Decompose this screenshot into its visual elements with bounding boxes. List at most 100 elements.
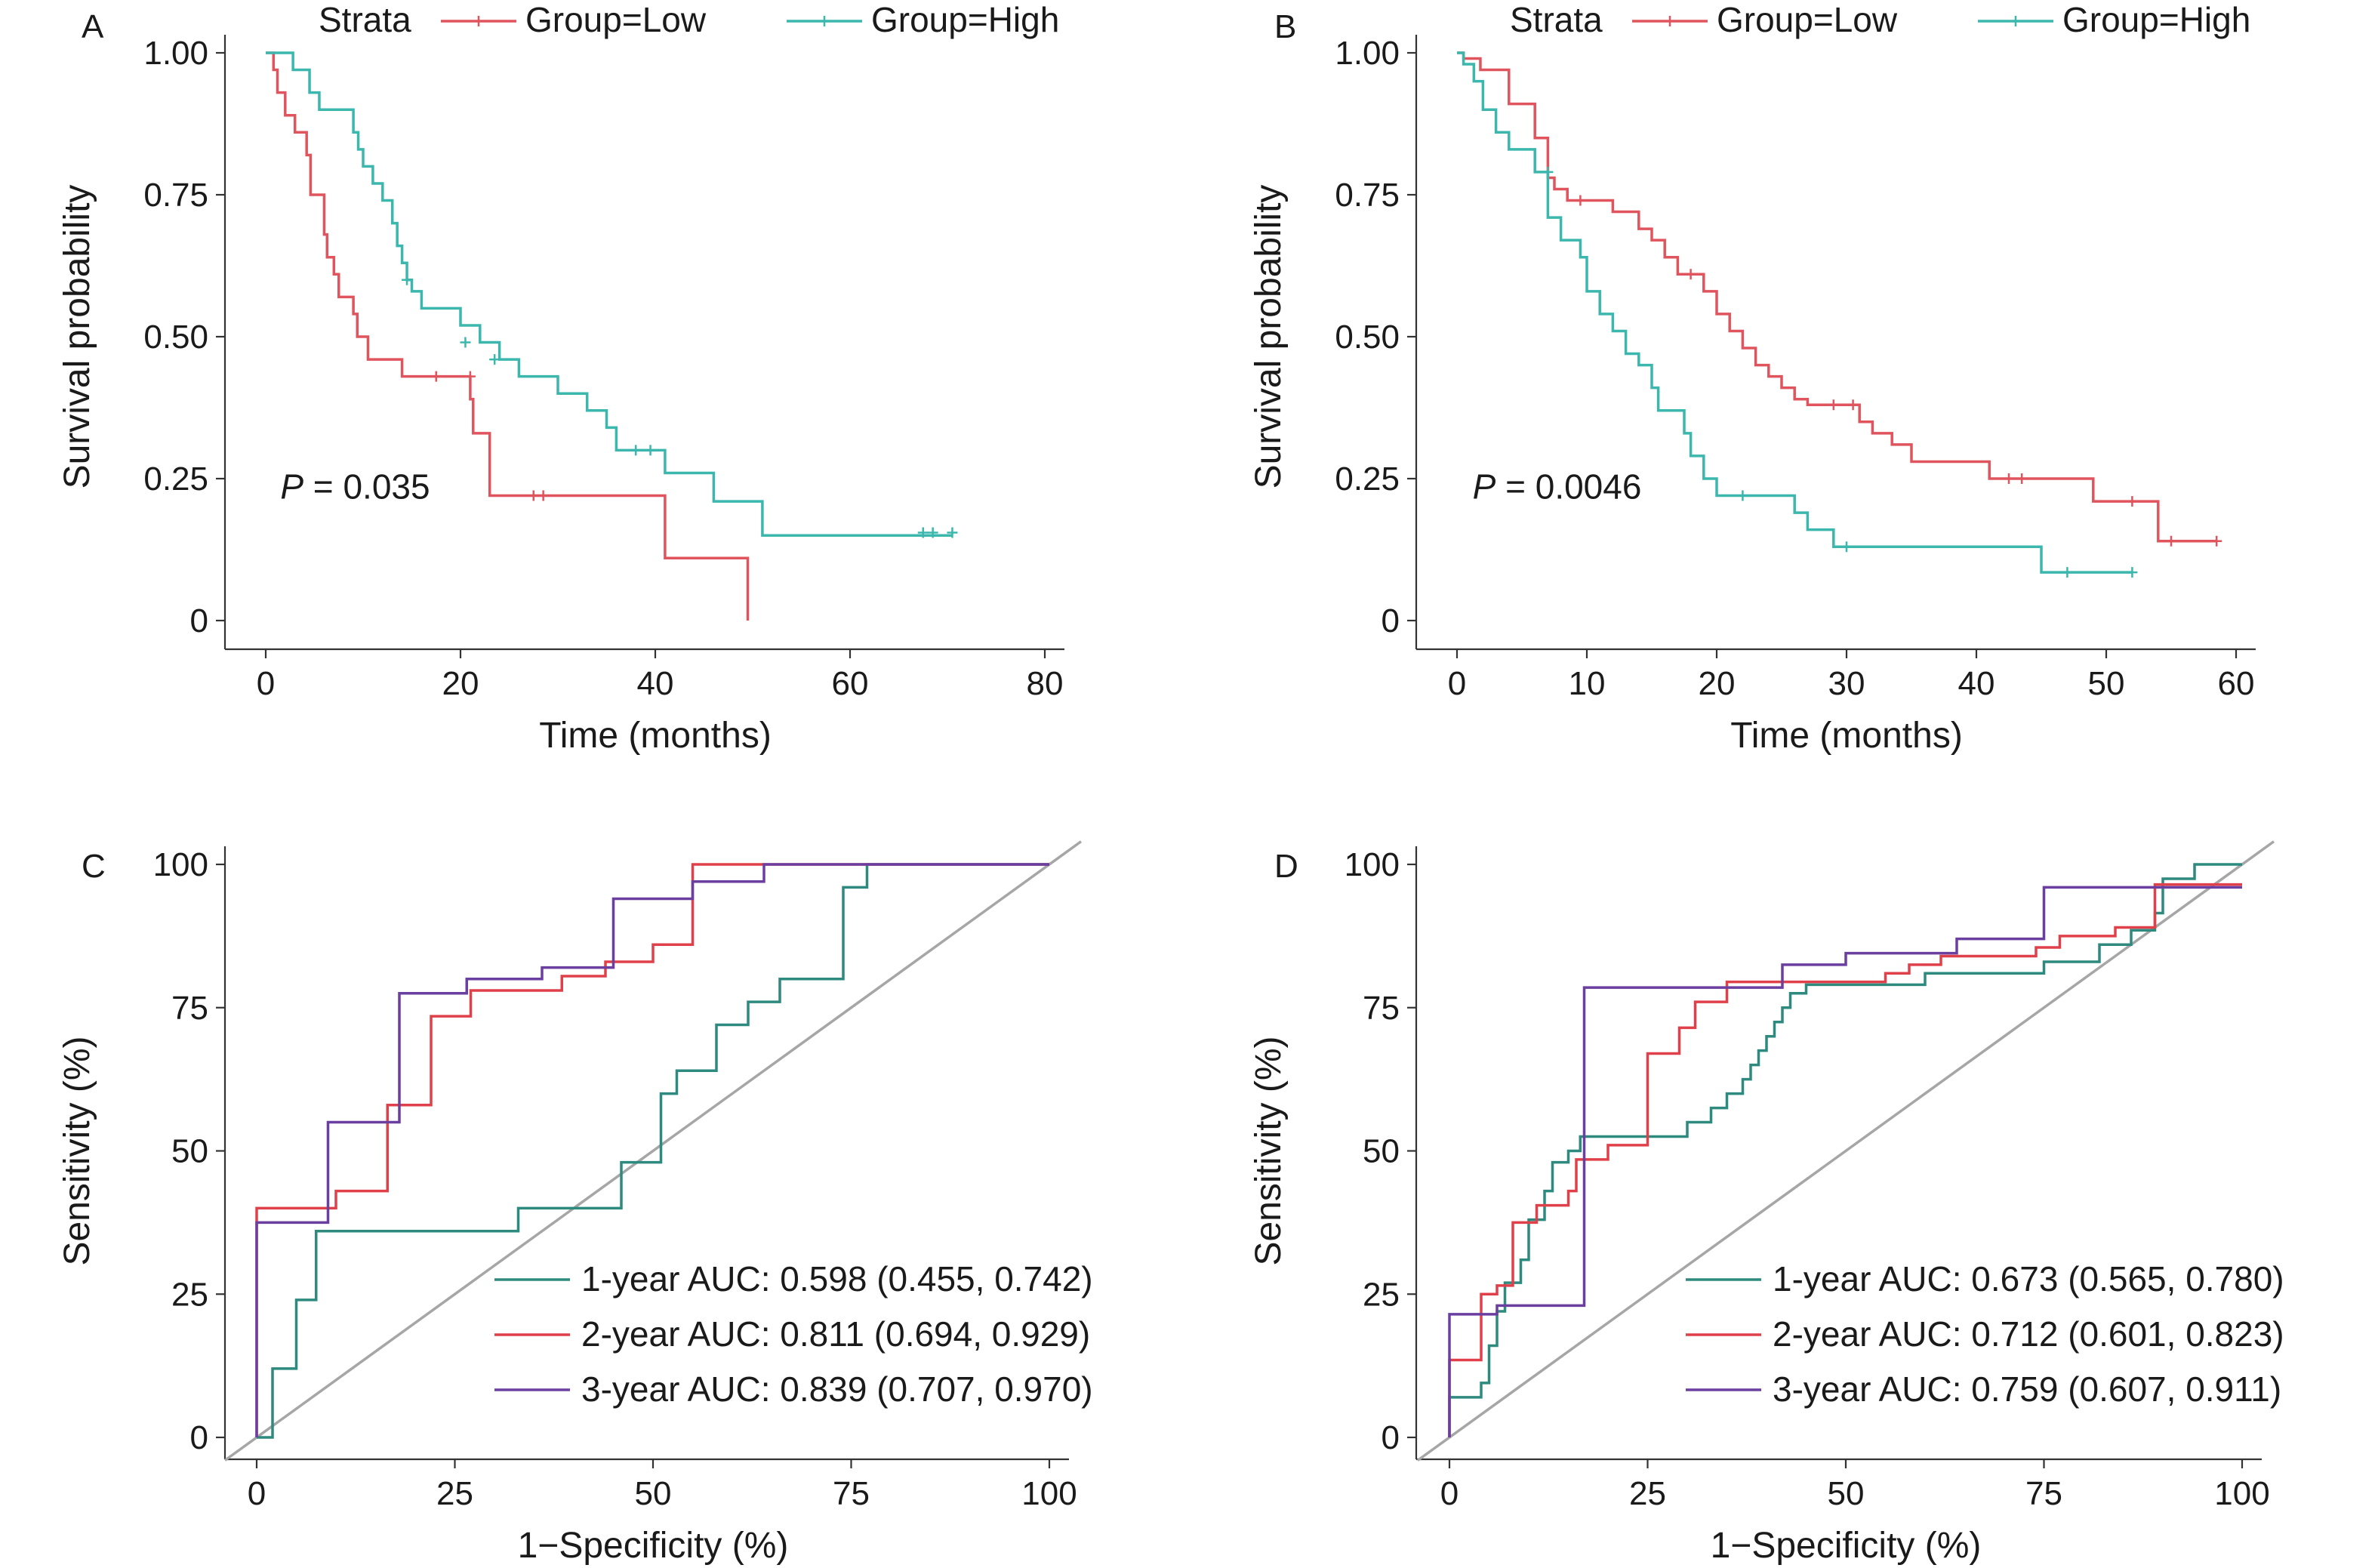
panel-a-series-1-censor-mark — [538, 490, 549, 501]
panel-c-x-tick-label: 0 — [248, 1475, 266, 1512]
panel-d-legend-label-1: 1-year AUC: 0.673 (0.565, 0.780) — [1773, 1259, 2284, 1298]
panel-c-series-1-line — [257, 863, 1049, 1439]
panel-b: B 0 0.25 0.50 0.75 1.00 0 10 20 30 40 50 60 Time (mon… — [1249, 0, 2256, 756]
panel-a-y-tick-label: 0.25 — [143, 461, 208, 498]
panel-a-series-1-line — [266, 51, 750, 621]
panel-c-x-axis-label: 1−Specificity (%) — [518, 1526, 789, 1566]
panel-d-y-tick-label: 75 — [1363, 990, 1400, 1027]
panel-a-series-1-censor-mark — [528, 490, 539, 501]
panel-c-x-tick-label: 50 — [635, 1475, 672, 1512]
panel-c-y-tick-label: 0 — [190, 1419, 208, 1456]
panel-a-y-tick-label: 0 — [190, 602, 208, 639]
panel-d-x-tick-label: 0 — [1440, 1475, 1459, 1512]
panel-c-legend-label-3: 3-year AUC: 0.839 (0.707, 0.970) — [581, 1369, 1093, 1409]
panel-a: A 0 0.25 0.50 0.75 1.00 0 20 40 60 80 Time (months)… — [57, 0, 1064, 756]
panel-a-x-tick-label: 40 — [637, 665, 674, 702]
panel-a-y-tick-label: 1.00 — [143, 35, 208, 72]
panel-c-y-tick-label: 25 — [171, 1276, 208, 1313]
panel-a-series-2-censor-mark — [645, 445, 656, 456]
panel-c-legend-label-2: 2-year AUC: 0.811 (0.694, 0.929) — [581, 1314, 1090, 1354]
panel-a-series-2-censor-mark — [947, 527, 958, 538]
panel-d-legend-label-3: 3-year AUC: 0.759 (0.607, 0.911) — [1773, 1369, 2281, 1409]
panel-d-legend-label-2: 2-year AUC: 0.712 (0.601, 0.823) — [1773, 1314, 2284, 1354]
panel-d-y-axis-label: Sensitivity (%) — [1249, 1036, 1289, 1265]
panel-b-series-2-line — [1457, 51, 2133, 574]
panel-d-letter: D — [1274, 848, 1298, 885]
panel-a-y-tick-label: 0.50 — [143, 319, 208, 356]
panel-b-y-tick-label: 0.75 — [1335, 177, 1400, 214]
panel-b-series-1-line — [1457, 51, 2217, 543]
panel-b-letter: B — [1274, 8, 1296, 45]
panel-d-x-axis-label: 1−Specificity (%) — [1711, 1526, 1982, 1566]
panel-b-p-symbol: P — [1473, 467, 1496, 506]
panel-a-p-value: P = 0.035 — [280, 467, 430, 506]
panel-d-y-tick-label: 100 — [1345, 846, 1400, 883]
panel-b-legend-label-2: Group=High — [2062, 0, 2250, 39]
panel-a-series-1-censor-mark — [430, 371, 442, 382]
panel-d-series-1-line — [1448, 863, 2242, 1437]
panel-b-x-tick-label: 50 — [2088, 665, 2125, 702]
panel-b-series-1-censor-mark — [2211, 535, 2222, 547]
panel-b-x-tick-label: 60 — [2218, 665, 2255, 702]
panel-c-x-tick-label: 100 — [1021, 1475, 1077, 1512]
panel-d-series-3-line — [1448, 886, 2242, 1437]
panel-a-series-2-censor-mark — [489, 354, 501, 365]
panel-c-letter: C — [82, 848, 106, 885]
panel-a-x-tick-label: 0 — [257, 665, 275, 702]
panel-c-legend-label-1: 1-year AUC: 0.598 (0.455, 0.742) — [581, 1259, 1093, 1298]
panel-b-series-1-censor-mark — [1828, 399, 1839, 411]
panel-d-y-tick-label: 25 — [1363, 1276, 1400, 1313]
panel-a-series-2-censor-mark — [460, 337, 471, 348]
panel-a-legend-title: Strata — [319, 0, 411, 39]
panel-b-x-axis-label: Time (months) — [1730, 716, 1963, 756]
panel-b-series-1-censor-mark — [2004, 473, 2014, 484]
panel-b-p-value: P = 0.0046 — [1473, 467, 1642, 506]
panel-a-y-tick-label: 0.75 — [143, 177, 208, 214]
panel-b-series-1-censor-mark — [1847, 399, 1859, 411]
panel-c-y-tick-label: 100 — [153, 846, 208, 883]
panel-b-y-tick-label: 0.25 — [1335, 461, 1400, 498]
panel-c: C 0 25 50 75 100 0 25 50 75 100 1−Specificity (%) Se… — [57, 840, 1093, 1566]
panel-a-p-value-text: = 0.035 — [303, 467, 430, 506]
panel-b-series-2-censor-mark — [1542, 166, 1554, 177]
panel-a-series-1-censor-mark — [464, 371, 476, 382]
panel-b-series-1-censor-mark — [2127, 496, 2138, 507]
panel-d-y-tick-label: 0 — [1382, 1419, 1400, 1456]
panel-a-legend-label-2: Group=High — [871, 0, 1059, 39]
panel-b-x-tick-label: 0 — [1448, 665, 1466, 702]
panel-c-reference-diagonal — [223, 840, 1083, 1462]
panel-b-series-2-censor-mark — [2062, 567, 2073, 578]
panel-d-x-tick-label: 25 — [1629, 1475, 1666, 1512]
panel-b-y-tick-label: 0 — [1382, 602, 1400, 639]
panel-b-x-tick-label: 30 — [1828, 665, 1865, 702]
panel-d-y-tick-label: 50 — [1363, 1133, 1400, 1170]
panel-a-p-symbol: P — [280, 467, 303, 506]
panel-b-x-tick-label: 20 — [1699, 665, 1736, 702]
panel-d-reference-diagonal — [1416, 840, 2275, 1462]
panel-a-x-tick-label: 60 — [832, 665, 869, 702]
panel-b-x-tick-label: 10 — [1569, 665, 1606, 702]
panel-a-y-axis-label: Survival probability — [57, 185, 97, 489]
panel-c-x-tick-label: 75 — [833, 1475, 870, 1512]
panel-b-x-tick-label: 40 — [1958, 665, 1995, 702]
panel-b-y-tick-label: 0.50 — [1335, 319, 1400, 356]
panel-d: D 0 25 50 75 100 0 25 50 75 100 1−Specificity (%) Se… — [1249, 840, 2284, 1566]
panel-d-x-tick-label: 75 — [2025, 1475, 2062, 1512]
panel-a-series-2-censor-mark — [630, 445, 642, 456]
panel-c-y-tick-label: 50 — [171, 1133, 208, 1170]
panel-b-series-2-censor-mark — [1841, 541, 1852, 553]
panel-b-series-2-censor-mark — [2127, 567, 2138, 578]
panel-a-letter: A — [82, 8, 104, 45]
panel-d-x-tick-label: 50 — [1828, 1475, 1865, 1512]
panel-a-x-tick-label: 80 — [1027, 665, 1064, 702]
panel-b-series-1-censor-mark — [2166, 535, 2176, 547]
panel-b-series-1-censor-mark — [1685, 269, 1696, 280]
panel-b-y-axis-label: Survival probability — [1249, 185, 1289, 489]
panel-c-x-tick-label: 25 — [436, 1475, 473, 1512]
panel-d-x-tick-label: 100 — [2214, 1475, 2269, 1512]
panel-b-legend-title: Strata — [1510, 0, 1603, 39]
panel-b-legend-label-1: Group=Low — [1717, 0, 1898, 39]
panel-a-x-axis-label: Time (months) — [539, 716, 772, 756]
panel-a-series-2-censor-mark — [927, 527, 938, 538]
